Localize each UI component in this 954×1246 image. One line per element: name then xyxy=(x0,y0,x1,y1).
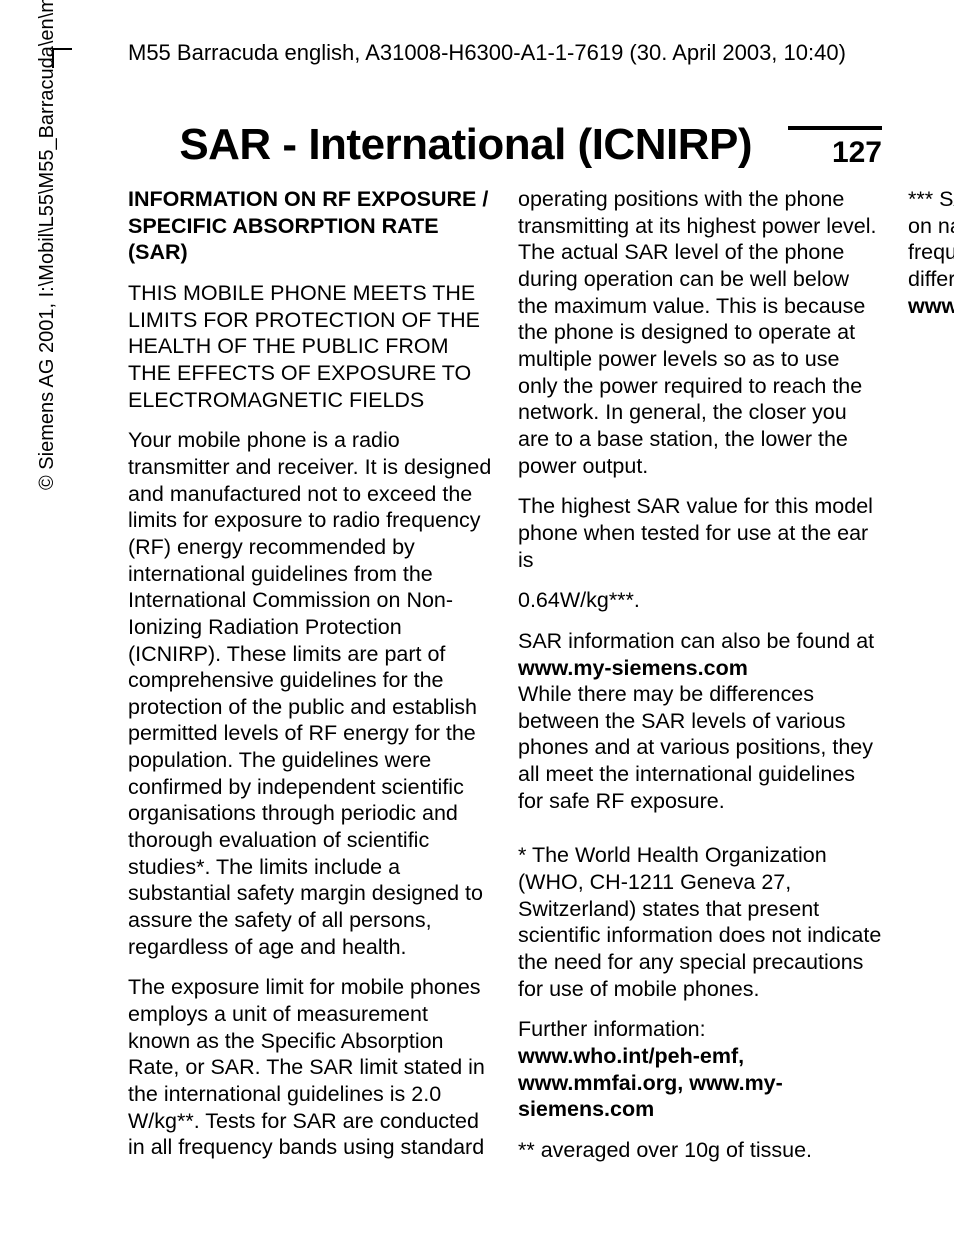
footnote-1: * The World Health Organization (WHO, CH… xyxy=(518,842,882,1002)
page-number-rule xyxy=(788,126,882,130)
body-paragraph-1: Your mobile phone is a radio transmitter… xyxy=(128,427,492,960)
footnote-3-url: www.my-siemens.com xyxy=(908,294,954,318)
while-paragraph: While there may be differences between t… xyxy=(518,682,873,813)
body-columns: INFORMATION ON RF EXPOSURE / SPECIFIC AB… xyxy=(128,186,882,1166)
compliance-statement: THIS MOBILE PHONE MEETS THE LIMITS FOR P… xyxy=(128,280,492,413)
page-number-block: 127 xyxy=(788,126,882,170)
footnote-3: *** SAR values may vary depending on nat… xyxy=(908,186,954,319)
title-bar: SAR - International (ICNIRP) 127 xyxy=(128,96,882,170)
crop-mark-top-right xyxy=(886,48,906,68)
further-info-lead: Further information: xyxy=(518,1017,706,1041)
side-copyright: © Siemens AG 2001, I:\Mobil\L55\M55_Barr… xyxy=(36,0,59,490)
document-page: M55 Barracuda english, A31008-H6300-A1-1… xyxy=(0,0,954,1246)
footnote-3-lead: *** SAR values may vary depending on nat… xyxy=(908,187,954,291)
crop-mark-bottom-left xyxy=(52,1178,72,1198)
header-code: M55 Barracuda english, A31008-H6300-A1-1… xyxy=(128,40,846,66)
sar-info-lead: SAR information can also be found at xyxy=(518,629,874,653)
sar-info-url: www.my-siemens.com xyxy=(518,656,748,680)
page-title: SAR - International (ICNIRP) xyxy=(179,120,752,170)
crop-mark-bottom-right xyxy=(886,1178,906,1198)
page-number: 127 xyxy=(832,136,882,170)
sar-value: 0.64W/kg***. xyxy=(518,587,882,614)
further-info-urls: www.who.int/peh-emf, www.mmfai.org, www.… xyxy=(518,1044,783,1121)
body-paragraph-3: The highest SAR value for this model pho… xyxy=(518,493,882,573)
footnote-2: ** averaged over 10g of tissue. xyxy=(518,1137,882,1164)
sar-info-paragraph: SAR information can also be found at www… xyxy=(518,628,882,815)
further-info-paragraph: Further information: www.who.int/peh-emf… xyxy=(518,1016,882,1123)
section-heading: INFORMATION ON RF EXPOSURE / SPECIFIC AB… xyxy=(128,186,492,266)
